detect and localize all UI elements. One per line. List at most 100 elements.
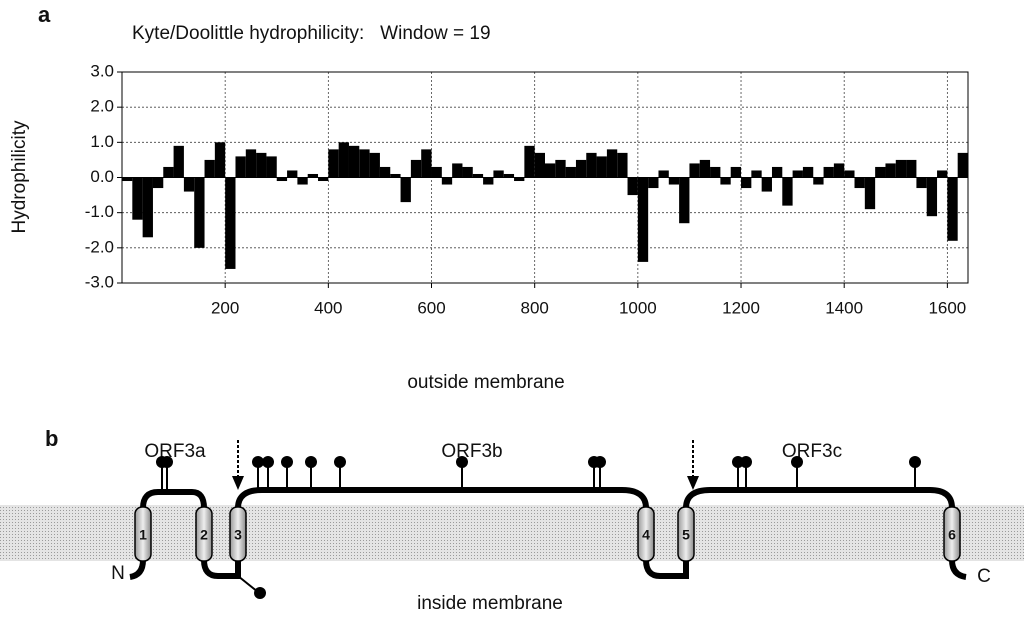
bar [813,177,824,185]
helix [195,506,213,562]
y-tick-label: -3.0 [85,272,114,291]
bar [658,170,669,178]
bar [122,177,133,182]
bar [937,170,948,178]
bar [204,159,215,178]
bar [410,159,422,178]
bar [297,177,308,185]
x-tick-label: 1600 [928,298,966,317]
glycosylation-site [161,456,173,468]
bar [359,149,370,178]
helix [943,506,961,562]
bar [957,152,968,178]
bar [637,177,649,262]
y-tick-label: 2.0 [90,97,114,116]
bar [483,177,494,185]
glycosylation-site [334,456,346,468]
n-terminus: N [111,563,125,584]
bar [256,152,267,178]
helix-number: 5 [682,527,690,543]
bar [369,152,380,178]
helix [677,506,695,562]
panel-label: b [45,426,58,451]
bar [245,149,257,178]
x-tick-label: 600 [417,298,445,317]
bar [926,177,938,217]
bar [906,159,917,178]
bar [617,152,628,178]
bar [596,156,607,178]
bar [555,159,566,178]
y-tick-label: 3.0 [90,61,114,80]
bar [400,177,411,203]
bar [730,166,742,178]
bar [431,166,442,178]
bar [328,149,339,178]
bar [441,177,453,185]
bar [833,163,845,178]
bar [565,166,576,178]
glycosylation-site [252,456,264,468]
bar [379,166,391,178]
x-tick-label: 800 [520,298,548,317]
y-axis-label: Hydrophilicity [9,120,30,233]
glycosylation-site [262,456,274,468]
bar [276,177,288,182]
y-tick-label: -1.0 [85,202,114,221]
bar [338,142,349,178]
bar [710,166,721,178]
bar [152,177,164,189]
bar [266,156,277,178]
arrow-head [232,476,244,490]
helix [134,506,152,562]
chart-title: Kyte/Doolittle hydrophilicity: Window = … [132,23,491,44]
orf-label: ORF3a [144,441,206,462]
bar [132,177,143,220]
bar [875,166,886,178]
bar [689,163,700,178]
bar [761,177,772,192]
arrow-head [687,476,699,490]
bar [307,173,319,178]
bar [462,166,473,178]
stem [237,575,259,593]
helix-number: 4 [642,527,650,543]
bar [627,177,638,196]
panel-label: a [38,2,51,27]
bar [895,159,907,178]
bar [514,177,525,182]
bar [648,177,659,189]
bar [534,152,545,178]
bar [503,173,515,178]
x-tick-label: 1200 [722,298,760,317]
bar [916,177,927,189]
glycosylation-site [305,456,317,468]
membrane [0,505,1024,561]
y-tick-label: 1.0 [90,132,114,151]
bar [802,166,814,178]
helix-number: 1 [139,527,147,543]
bar [741,177,752,189]
bar [194,177,205,248]
bar [751,170,762,178]
x-tick-label: 200 [211,298,239,317]
helix [637,506,655,562]
glycosylation-site [281,456,293,468]
bar [287,170,298,178]
bar [472,173,484,178]
x-tick-label: 1000 [619,298,657,317]
bar [606,149,618,178]
bar [844,170,855,178]
helix-number: 2 [200,527,208,543]
bar [823,166,834,178]
inside-label: inside membrane [417,593,563,614]
bar [524,145,535,178]
bar [947,177,958,241]
bar [173,145,184,178]
bar [390,173,401,178]
bar [586,152,597,178]
glycosylation-site [456,456,468,468]
bar [792,170,803,178]
